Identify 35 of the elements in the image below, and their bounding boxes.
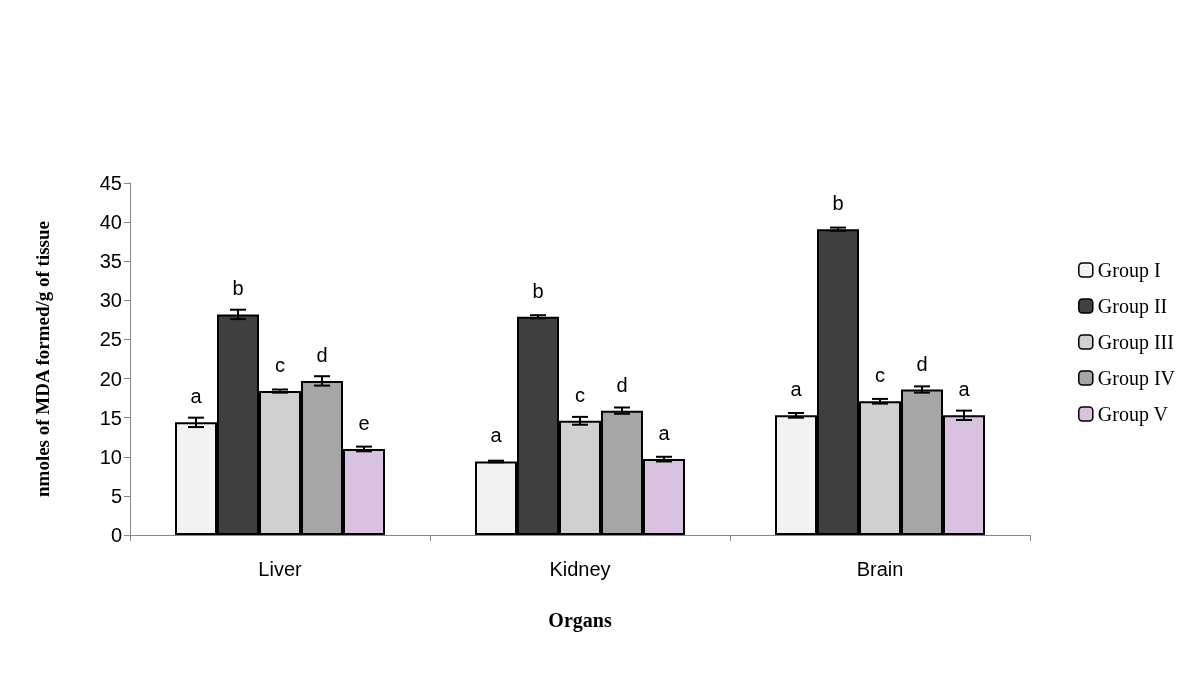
data-label: a	[790, 378, 803, 401]
x-axis-title: Organs	[548, 609, 612, 632]
data-label: d	[616, 373, 628, 396]
data-label: a	[958, 378, 971, 401]
data-label: a	[490, 424, 503, 447]
legend-label: Group I	[1097, 259, 1161, 282]
y-tick-label: 20	[99, 367, 122, 390]
data-label: b	[232, 277, 244, 300]
y-tick-label: 45	[99, 172, 122, 194]
legend-label: Group IV	[1097, 367, 1176, 390]
y-tick-label: 15	[99, 406, 122, 429]
data-label: a	[658, 422, 671, 445]
data-label: e	[358, 411, 370, 434]
data-label: c	[275, 354, 285, 377]
data-label: b	[532, 279, 544, 302]
data-label: d	[316, 343, 328, 366]
data-label: a	[190, 385, 203, 408]
y-axis-title: nmoles of MDA formed/g of tissue	[32, 221, 53, 497]
legend-label: Group III	[1097, 331, 1174, 354]
y-tick-label: 40	[99, 211, 122, 234]
x-tick-label: Kidney	[549, 558, 611, 580]
y-tick-label: 0	[110, 524, 122, 546]
x-tick-label: Brain	[856, 558, 904, 580]
data-label: b	[832, 192, 844, 215]
data-label: d	[916, 352, 928, 375]
y-tick-label: 35	[99, 250, 122, 273]
y-tick-label: 10	[99, 445, 122, 468]
y-tick-label: 5	[110, 484, 122, 507]
legend-label: Group V	[1097, 403, 1169, 426]
x-tick-label: Liver	[258, 558, 303, 580]
legend-label: Group II	[1097, 295, 1168, 318]
y-tick-label: 25	[99, 328, 122, 351]
y-tick-label: 30	[99, 289, 122, 312]
data-label: c	[575, 383, 585, 406]
data-label: c	[875, 364, 885, 387]
